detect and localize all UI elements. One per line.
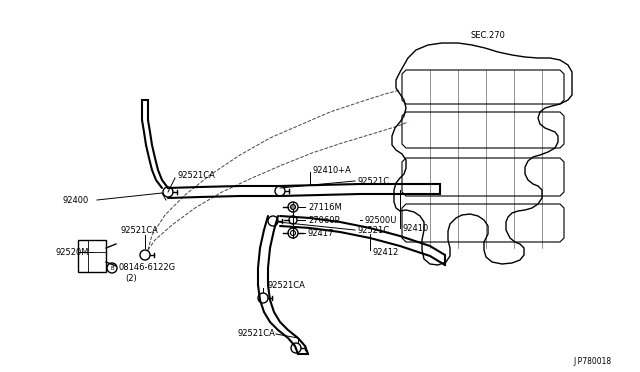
- Text: 92521CA: 92521CA: [178, 170, 216, 180]
- Text: 92521CA: 92521CA: [268, 282, 306, 291]
- Text: B: B: [110, 266, 114, 270]
- Circle shape: [291, 205, 296, 209]
- Text: 27116M: 27116M: [308, 202, 342, 212]
- Text: 92521CA: 92521CA: [238, 330, 276, 339]
- Text: 92410+A: 92410+A: [313, 166, 352, 174]
- Text: 08146-6122G: 08146-6122G: [118, 263, 175, 273]
- Text: 92400: 92400: [62, 196, 88, 205]
- Text: 92410: 92410: [403, 224, 429, 232]
- Text: 92521C: 92521C: [358, 225, 390, 234]
- Text: J P780018: J P780018: [574, 357, 612, 366]
- Text: 92521C: 92521C: [358, 176, 390, 186]
- Text: (2): (2): [125, 273, 137, 282]
- Text: SEC.270: SEC.270: [470, 31, 506, 39]
- Text: 92417: 92417: [308, 228, 334, 237]
- Text: 92520M: 92520M: [55, 247, 88, 257]
- Text: 92521CA: 92521CA: [120, 225, 158, 234]
- Text: 92412: 92412: [373, 247, 399, 257]
- Bar: [78, 240, 106, 272]
- Text: 27060P: 27060P: [308, 215, 340, 224]
- Text: 92500U: 92500U: [365, 215, 397, 224]
